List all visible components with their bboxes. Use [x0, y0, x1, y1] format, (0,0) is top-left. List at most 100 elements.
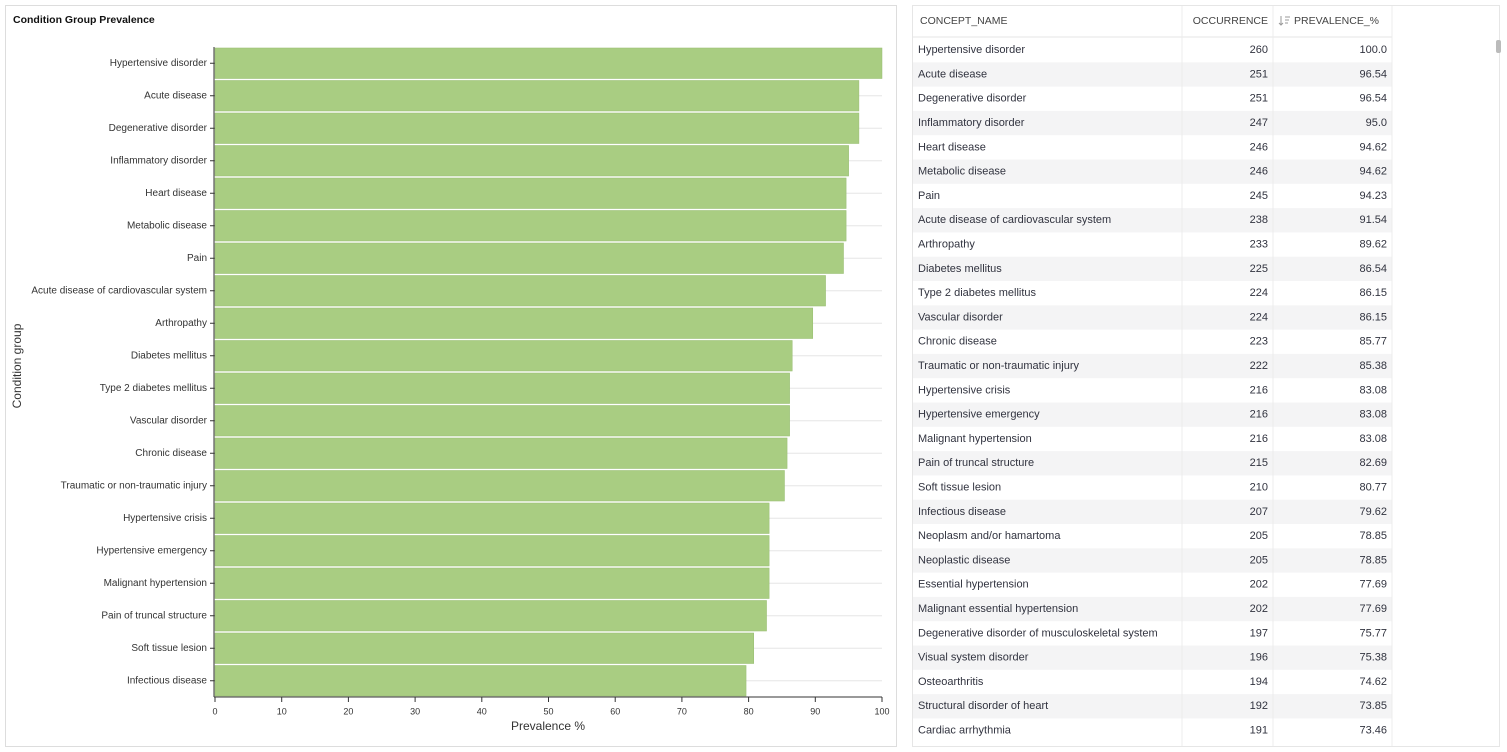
table-cell: 94.62: [1359, 166, 1387, 178]
table-cell: Visual system disorder: [918, 652, 1029, 664]
row-stripe: [913, 645, 1392, 670]
table-cell: 215: [1250, 457, 1268, 469]
table-cell: 207: [1250, 506, 1268, 518]
scrollbar-thumb[interactable]: [1496, 40, 1501, 53]
table-cell: 216: [1250, 433, 1268, 445]
table-cell: 225: [1250, 263, 1268, 275]
table-cell: Neoplasm and/or hamartoma: [918, 530, 1061, 542]
y-tick-label: Vascular disorder: [130, 415, 208, 426]
column-header[interactable]: CONCEPT_NAME: [920, 15, 1008, 27]
table-cell: 222: [1250, 360, 1268, 372]
bar: [214, 145, 849, 177]
table-cell: 194: [1250, 676, 1268, 688]
table-cell: 85.77: [1359, 336, 1387, 348]
table-cell: 197: [1250, 627, 1268, 639]
table-cell: Degenerative disorder: [918, 93, 1027, 105]
row-stripe: [913, 208, 1392, 233]
table-cell: 73.46: [1359, 724, 1387, 736]
bar: [214, 632, 754, 664]
table-cell: 86.15: [1359, 287, 1387, 299]
row-stripe: [913, 402, 1392, 427]
table-cell: Infectious disease: [918, 506, 1006, 518]
y-tick-label: Diabetes mellitus: [131, 350, 207, 361]
table-cell: 86.15: [1359, 311, 1387, 323]
row-stripe: [913, 451, 1392, 476]
y-tick-label: Pain: [187, 253, 207, 264]
row-stripe: [913, 499, 1392, 524]
x-tick-label: 80: [744, 706, 754, 716]
x-tick-label: 100: [874, 706, 889, 716]
y-tick-label: Pain of truncal structure: [101, 610, 207, 621]
row-stripe: [913, 256, 1392, 281]
bar: [214, 470, 785, 502]
table-cell: 83.08: [1359, 384, 1387, 396]
bar: [214, 177, 847, 209]
table-cell: 75.38: [1359, 652, 1387, 664]
table-cell: 202: [1250, 579, 1268, 591]
column-header[interactable]: OCCURRENCE: [1193, 15, 1268, 27]
table-cell: Pain of truncal structure: [918, 457, 1034, 469]
y-tick-label: Inflammatory disorder: [110, 155, 207, 166]
bar: [214, 47, 883, 79]
x-tick-label: 40: [477, 706, 487, 716]
table-cell: 260: [1250, 44, 1268, 56]
table-cell: 75.77: [1359, 627, 1387, 639]
table-cell: Soft tissue lesion: [918, 481, 1001, 493]
table-cell: 224: [1250, 287, 1268, 299]
table-cell: 96.54: [1359, 93, 1387, 105]
bar: [214, 567, 770, 599]
table-cell: 89.62: [1359, 238, 1387, 250]
table-cell: 216: [1250, 384, 1268, 396]
table-cell: 77.69: [1359, 603, 1387, 615]
table-cell: 94.62: [1359, 141, 1387, 153]
table-cell: 74.62: [1359, 676, 1387, 688]
bar: [214, 210, 847, 242]
table-cell: 247: [1250, 117, 1268, 129]
x-tick-label: 30: [410, 706, 420, 716]
bar: [214, 535, 770, 567]
table-cell: 91.54: [1359, 214, 1387, 226]
bar: [214, 437, 788, 469]
table-cell: 238: [1250, 214, 1268, 226]
y-tick-label: Hypertensive disorder: [110, 58, 208, 69]
y-tick-label: Malignant hypertension: [104, 578, 207, 589]
y-tick-label: Acute disease: [144, 90, 207, 101]
table-cell: 192: [1250, 700, 1268, 712]
table-cell: 100.0: [1359, 44, 1387, 56]
x-tick-label: 0: [212, 706, 217, 716]
table-cell: 251: [1250, 68, 1268, 80]
y-tick-label: Metabolic disease: [127, 220, 207, 231]
table-cell: 251: [1250, 93, 1268, 105]
x-tick-label: 60: [610, 706, 620, 716]
table-cell: Malignant essential hypertension: [918, 603, 1078, 615]
y-tick-label: Acute disease of cardiovascular system: [31, 285, 207, 296]
table-cell: 82.69: [1359, 457, 1387, 469]
table-cell: 224: [1250, 311, 1268, 323]
column-header[interactable]: PREVALENCE_%: [1294, 15, 1379, 27]
table-cell: Cardiac arrhythmia: [918, 724, 1012, 736]
row-stripe: [913, 305, 1392, 330]
table-cell: 205: [1250, 554, 1268, 566]
table-cell: 94.23: [1359, 190, 1387, 202]
bar: [214, 405, 790, 437]
table-cell: 86.54: [1359, 263, 1387, 275]
sort-icon[interactable]: [1278, 16, 1290, 26]
table-cell: Type 2 diabetes mellitus: [918, 287, 1037, 299]
row-stripe: [913, 694, 1392, 719]
bar: [214, 340, 793, 372]
table-cell: Inflammatory disorder: [918, 117, 1025, 129]
x-tick-label: 90: [810, 706, 820, 716]
table-cell: Malignant hypertension: [918, 433, 1032, 445]
table-cell: 80.77: [1359, 481, 1387, 493]
y-axis-label: Condition group: [10, 323, 24, 408]
bar: [214, 372, 790, 404]
table-cell: Essential hypertension: [918, 579, 1029, 591]
table-cell: Traumatic or non-traumatic injury: [918, 360, 1079, 372]
table-cell: 205: [1250, 530, 1268, 542]
y-tick-label: Heart disease: [145, 188, 207, 199]
table-cell: 246: [1250, 166, 1268, 178]
table-cell: 202: [1250, 603, 1268, 615]
row-stripe: [913, 110, 1392, 136]
